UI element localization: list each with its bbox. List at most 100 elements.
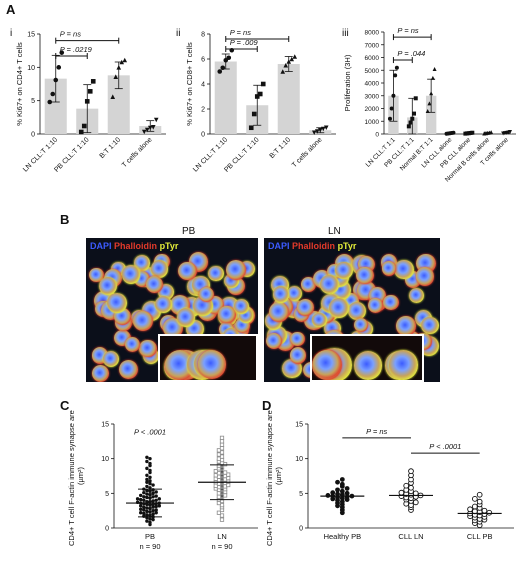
cell [312, 312, 327, 328]
cell [415, 267, 435, 286]
data-point [59, 50, 65, 55]
cell [121, 265, 140, 284]
cell [420, 316, 439, 335]
cell [124, 336, 141, 353]
y-axis-label: CD4+ T cell F-actin immune synapse area [67, 410, 76, 546]
y-tick-label: 0 [201, 132, 205, 139]
data-point [408, 484, 414, 491]
data-point [317, 127, 323, 133]
data-point [330, 490, 336, 496]
data-point [391, 93, 396, 98]
y-axis-label: (µm²) [274, 466, 283, 485]
data-point [451, 130, 456, 135]
data-point [110, 94, 116, 99]
cell [290, 331, 306, 347]
data-point [145, 509, 149, 514]
data-point [148, 517, 152, 521]
cell [226, 259, 246, 280]
data-point [344, 486, 350, 491]
data-point [157, 504, 161, 508]
data-point [481, 507, 488, 514]
data-point [219, 439, 225, 444]
data-point [145, 473, 149, 478]
data-point [320, 126, 326, 132]
micrograph-pb: DAPI Phalloidin pTyr [86, 238, 258, 382]
cell [408, 288, 424, 304]
data-point [150, 125, 156, 130]
cell [381, 261, 397, 276]
data-point [142, 508, 146, 512]
data-point [90, 79, 96, 84]
data-point [113, 74, 119, 79]
data-point [412, 499, 419, 506]
y-tick-label: 6000 [365, 55, 380, 62]
y-axis-label: % Ki67+ on CD8+ T cells [185, 42, 194, 126]
data-point [151, 499, 155, 503]
cell [199, 286, 215, 302]
n-label: n = 90 [211, 542, 232, 551]
p-value-label: P = ns [397, 26, 418, 35]
cell [328, 297, 350, 318]
data-point [489, 130, 494, 135]
x-tick-label: T cells alone [121, 136, 154, 169]
y-axis-label: % Ki67+ on CD4+ T cells [15, 42, 24, 126]
y-tick-label: 7000 [365, 42, 380, 49]
data-point [157, 497, 161, 501]
y-tick-label: 8 [201, 32, 205, 39]
p-value-label: P < .0001 [134, 427, 166, 436]
y-tick-label: 5000 [365, 68, 380, 75]
data-point [154, 504, 158, 509]
data-point [476, 491, 483, 498]
data-point [145, 459, 149, 464]
data-point [145, 488, 149, 493]
data-point [389, 106, 394, 111]
data-point [339, 488, 345, 494]
data-point [151, 517, 155, 522]
y-tick-label: 0 [31, 132, 35, 139]
data-point [154, 498, 158, 502]
data-point [398, 489, 405, 496]
data-point [427, 101, 432, 106]
data-point [151, 508, 155, 513]
x-tick-label: B:T 1:10 [99, 136, 123, 160]
data-point [289, 56, 295, 62]
y-axis-label: (µm²) [76, 466, 85, 485]
cell [268, 302, 289, 323]
data-point [283, 62, 289, 68]
chart-d: 0 5 10 15 CD4+ T cell F-actin immune synapse… [265, 410, 514, 546]
data-point [393, 73, 398, 78]
y-tick-label: 5 [299, 491, 303, 498]
p-value-label: P = ns [366, 427, 387, 436]
data-point [87, 89, 93, 94]
data-point [151, 505, 155, 509]
data-point [314, 129, 320, 134]
data-point [344, 490, 350, 496]
data-point [154, 490, 158, 494]
data-point [216, 510, 221, 515]
cell [289, 346, 307, 364]
data-point [467, 506, 473, 513]
y-tick-label: 2000 [365, 106, 380, 113]
data-point [403, 482, 410, 489]
data-point [254, 94, 260, 99]
x-tick-label: PB [145, 532, 155, 541]
cell [367, 297, 383, 313]
data-point [280, 69, 286, 74]
y-axis-label: CD4+ T cell F-actin immune synapse area [265, 410, 274, 546]
data-point [222, 470, 228, 475]
p-value-label: P = ns [60, 30, 81, 39]
data-point [119, 59, 125, 65]
cell [335, 261, 353, 280]
stain-label-phalloidin-ln: Phalloidin [292, 241, 336, 251]
zoom-inset-ln [310, 334, 424, 382]
data-point [139, 507, 143, 511]
p-value-label: P < .0001 [429, 442, 461, 451]
stain-label-ptyr-ln: pTyr [337, 241, 357, 251]
data-point [219, 446, 225, 451]
data-point [412, 111, 417, 116]
y-tick-label: 2 [201, 107, 205, 114]
x-tick-label: CLL PB [467, 532, 493, 541]
x-tick-label: T cells alone [291, 136, 324, 169]
data-point [410, 116, 415, 121]
data-point [257, 91, 263, 97]
